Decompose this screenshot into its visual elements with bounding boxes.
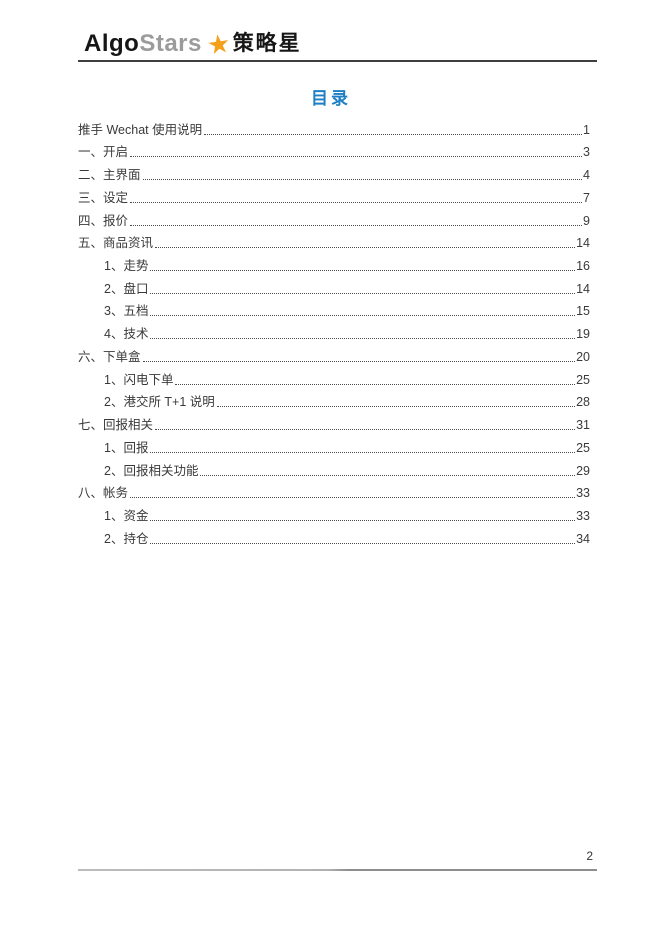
dot-leader <box>150 270 576 272</box>
toc-entry[interactable]: 六、下单盒 20 <box>78 343 590 366</box>
toc-entry-label: 五、商品资讯 <box>78 236 154 251</box>
toc-entry-page: 29 <box>576 463 590 478</box>
footer-divider <box>78 869 597 871</box>
dot-leader <box>155 429 576 431</box>
toc-entry-label: 1、资金 <box>104 508 149 523</box>
toc-entry-page: 14 <box>576 236 590 251</box>
toc-entry-page: 25 <box>576 440 590 455</box>
toc-entry[interactable]: 二、主界面 4 <box>78 161 590 184</box>
toc-entry-label: 2、港交所 T+1 说明 <box>104 395 215 410</box>
toc-title: 目录 <box>311 89 351 108</box>
toc-entry[interactable]: 三、设定 7 <box>78 184 590 207</box>
toc-entry[interactable]: 3、五档 15 <box>78 298 590 321</box>
dot-leader <box>216 406 576 408</box>
toc-entry-label: 三、设定 <box>78 190 129 205</box>
dot-leader <box>130 201 583 203</box>
toc-entry-page: 34 <box>576 531 590 546</box>
dot-leader <box>142 360 576 362</box>
dot-leader <box>130 156 583 158</box>
toc-entry-page: 28 <box>576 395 590 410</box>
dot-leader <box>150 519 576 521</box>
toc-entry-label: 一、开启 <box>78 145 129 160</box>
toc-entry-label: 1、回报 <box>104 440 149 455</box>
toc-entry[interactable]: 2、持仓 34 <box>78 525 590 548</box>
toc-entry-label: 3、五档 <box>104 304 149 319</box>
star-icon: ★ <box>204 27 233 61</box>
toc-entry-label: 2、持仓 <box>104 531 149 546</box>
toc-entry-page: 9 <box>583 213 590 228</box>
dot-leader <box>155 247 576 249</box>
logo-chinese-name: 策略星 <box>232 32 302 55</box>
toc-entry-page: 7 <box>583 190 590 205</box>
dot-leader <box>142 179 583 181</box>
dot-leader <box>150 338 576 340</box>
toc-entry[interactable]: 1、资金 33 <box>78 502 590 525</box>
dot-leader <box>150 542 576 544</box>
dot-leader <box>200 474 576 476</box>
toc-entry[interactable]: 推手 Wechat 使用说明 1 <box>78 116 590 139</box>
toc-entry-page: 33 <box>576 486 590 501</box>
toc-entry-page: 15 <box>576 304 590 319</box>
dot-leader <box>150 451 576 453</box>
toc-entry-page: 14 <box>576 281 590 296</box>
toc-entry-page: 31 <box>576 418 590 433</box>
toc-entry[interactable]: 七、回报相关 31 <box>78 411 590 434</box>
toc-entry[interactable]: 五、商品资讯 14 <box>78 230 590 253</box>
toc-entry[interactable]: 1、闪电下单 25 <box>78 366 590 389</box>
toc-entry[interactable]: 1、回报 25 <box>78 434 590 457</box>
dot-leader <box>150 315 576 317</box>
toc-entry-label: 2、回报相关功能 <box>104 463 199 478</box>
toc-entry-label: 1、走势 <box>104 259 149 274</box>
toc-entry-page: 25 <box>576 372 590 387</box>
toc-entry-label: 4、技术 <box>104 327 149 342</box>
toc-entry[interactable]: 八、帐务 33 <box>78 480 590 503</box>
toc-entry-page: 4 <box>583 168 590 183</box>
toc-entry[interactable]: 1、走势 16 <box>78 252 590 275</box>
toc-entry[interactable]: 四、报价 9 <box>78 207 590 230</box>
dot-leader <box>204 133 583 135</box>
toc-entry-label: 1、闪电下单 <box>104 372 174 387</box>
toc-entry-label: 八、帐务 <box>78 486 129 501</box>
toc-entry-label: 二、主界面 <box>78 168 141 183</box>
toc-entry-page: 33 <box>576 508 590 523</box>
toc-entry-label: 2、盘口 <box>104 281 149 296</box>
toc-entry[interactable]: 4、技术 19 <box>78 320 590 343</box>
dot-leader <box>130 224 583 226</box>
toc-entry[interactable]: 2、回报相关功能 29 <box>78 457 590 480</box>
toc-entry-label: 推手 Wechat 使用说明 <box>78 122 203 137</box>
toc-entry-page: 20 <box>576 349 590 364</box>
toc-entry[interactable]: 2、盘口 14 <box>78 275 590 298</box>
toc-entry-page: 19 <box>576 327 590 342</box>
dot-leader <box>130 497 576 499</box>
toc-entry-label: 七、回报相关 <box>78 418 154 433</box>
header-divider <box>78 60 597 62</box>
algostars-logo: AlgoStars ★策略星 <box>84 27 302 61</box>
toc-entry-page: 16 <box>576 259 590 274</box>
toc-entry-label: 六、下单盒 <box>78 349 141 364</box>
logo-stars-text: Stars <box>139 30 202 57</box>
dot-leader <box>175 383 576 385</box>
toc-entry-page: 1 <box>583 122 590 137</box>
dot-leader <box>150 292 576 294</box>
logo-algo-text: Algo <box>84 30 140 57</box>
toc-entry-label: 四、报价 <box>78 213 129 228</box>
toc-entry[interactable]: 2、港交所 T+1 说明 28 <box>78 389 590 412</box>
toc-list: 推手 Wechat 使用说明 1 一、开启 3 二、主界面 4 三、设定 7 四、报价 9 五、商品… <box>78 116 590 548</box>
page-number: 2 <box>586 849 593 863</box>
toc-entry[interactable]: 一、开启 3 <box>78 139 590 162</box>
toc-entry-page: 3 <box>583 145 590 160</box>
